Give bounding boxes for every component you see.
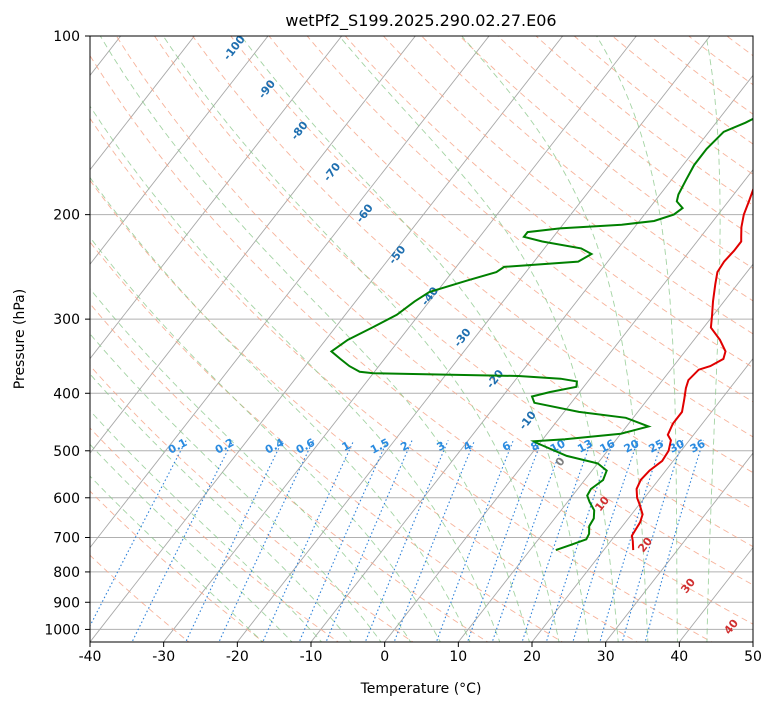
isotherm-line <box>90 36 195 171</box>
y-tick-label: 200 <box>53 208 80 224</box>
x-tick-label: -10 <box>300 649 323 665</box>
dry-adiabat <box>90 364 414 642</box>
moist-adiabat <box>90 105 501 642</box>
dry-adiabat <box>382 36 753 335</box>
x-tick-label: 50 <box>744 649 762 665</box>
isotherm-line <box>384 169 753 642</box>
moist-adiabats <box>90 36 721 642</box>
isotherm-line <box>90 36 416 454</box>
chart-title: wetPf2_S199.2025.290.02.27.E06 <box>285 11 556 31</box>
mixing-ratio-lines <box>90 440 704 642</box>
isotherm-line <box>531 357 753 642</box>
moist-adiabat <box>90 236 441 642</box>
mixing-ratio-label: 20 <box>622 437 642 456</box>
x-axis-label: Temperature (°C) <box>360 681 482 697</box>
isotherm-line <box>310 74 753 642</box>
y-axis-ticks: 100 200 300 400 500 600 700 800 900 1000 <box>44 29 90 638</box>
moist-adiabat <box>338 36 619 642</box>
mixing-ratio-label: 16 <box>598 437 618 456</box>
plot-frame <box>89 35 754 643</box>
moist-adiabat <box>90 333 382 642</box>
isotherm-line <box>236 36 711 642</box>
dry-adiabat <box>90 117 713 642</box>
mixing-ratio-label: 13 <box>575 437 595 456</box>
y-tick-label: 800 <box>53 565 80 581</box>
y-tick-label: 100 <box>53 29 80 45</box>
y-tick-label: 600 <box>53 491 80 507</box>
mixing-ratio-line <box>393 440 476 642</box>
mixing-ratio-line <box>325 440 413 642</box>
isotherm-line <box>90 36 343 360</box>
moist-adiabat <box>596 36 678 642</box>
moist-adiabat <box>90 410 323 642</box>
x-tick-label: 0 <box>380 649 389 665</box>
isotherm-line <box>605 452 753 642</box>
mixing-ratio-line <box>545 440 615 642</box>
moist-adiabat <box>99 36 530 642</box>
moist-adiabat <box>90 443 293 642</box>
x-tick-label: -30 <box>152 649 175 665</box>
y-tick-label: 900 <box>53 595 80 611</box>
moist-adiabat <box>90 288 412 642</box>
y-tick-label: 400 <box>53 386 80 402</box>
mixing-ratio-label: 25 <box>646 437 666 456</box>
x-tick-label: 20 <box>523 649 541 665</box>
mixing-ratio-label: 30 <box>667 437 687 456</box>
y-axis-label: Pressure (hPa) <box>12 289 28 389</box>
isotherm-line <box>90 36 269 265</box>
dry-adiabat <box>497 36 753 238</box>
x-tick-label: 40 <box>670 649 688 665</box>
dewpoint-line <box>329 117 753 552</box>
y-tick-label: 700 <box>53 531 80 547</box>
dry-adiabat <box>421 36 753 302</box>
mixing-ratio-line <box>644 440 704 642</box>
x-axis-ticks: -40 -30 -20 -10 0 10 20 30 40 50 <box>79 642 762 665</box>
x-tick-label: 30 <box>597 649 615 665</box>
dry-adiabat <box>230 36 753 474</box>
dry-adiabat <box>459 36 753 269</box>
y-tick-label: 300 <box>53 312 80 328</box>
dry-adiabat <box>90 490 265 642</box>
isotherm-line <box>90 36 564 642</box>
x-tick-label: -20 <box>226 649 249 665</box>
moist-adiabat <box>461 36 649 642</box>
dry-adiabat <box>268 36 753 438</box>
mixing-ratio-line <box>218 440 314 642</box>
y-tick-label: 500 <box>53 444 80 460</box>
moist-adiabat <box>705 36 721 642</box>
mixing-ratio-line <box>90 440 187 628</box>
mixing-ratio-line <box>364 440 449 642</box>
x-tick-label: -40 <box>79 649 102 665</box>
dry-adiabat <box>306 36 753 403</box>
moist-adiabat <box>90 475 264 642</box>
mixing-ratio-label: 36 <box>688 437 708 456</box>
moist-adiabat <box>90 373 352 642</box>
dry-adiabat <box>90 241 564 642</box>
moist-adiabat <box>162 36 560 642</box>
mixing-ratio-line <box>572 440 639 642</box>
moist-adiabat <box>240 36 590 642</box>
moist-adiabat <box>90 176 471 642</box>
pressure-gridlines <box>90 36 753 630</box>
isotherm-line <box>163 36 637 642</box>
isotherm-line <box>90 36 490 549</box>
dry-adiabat <box>535 36 753 206</box>
temperature-line <box>630 187 753 551</box>
x-tick-label: 10 <box>449 649 467 665</box>
dry-adiabat <box>153 36 753 548</box>
y-tick-label: 1000 <box>44 622 80 638</box>
dry-adiabat <box>192 36 753 510</box>
plot-area: -100 -90 -80 -70 -60 -50 -40 -30 -20 -10… <box>90 36 753 642</box>
